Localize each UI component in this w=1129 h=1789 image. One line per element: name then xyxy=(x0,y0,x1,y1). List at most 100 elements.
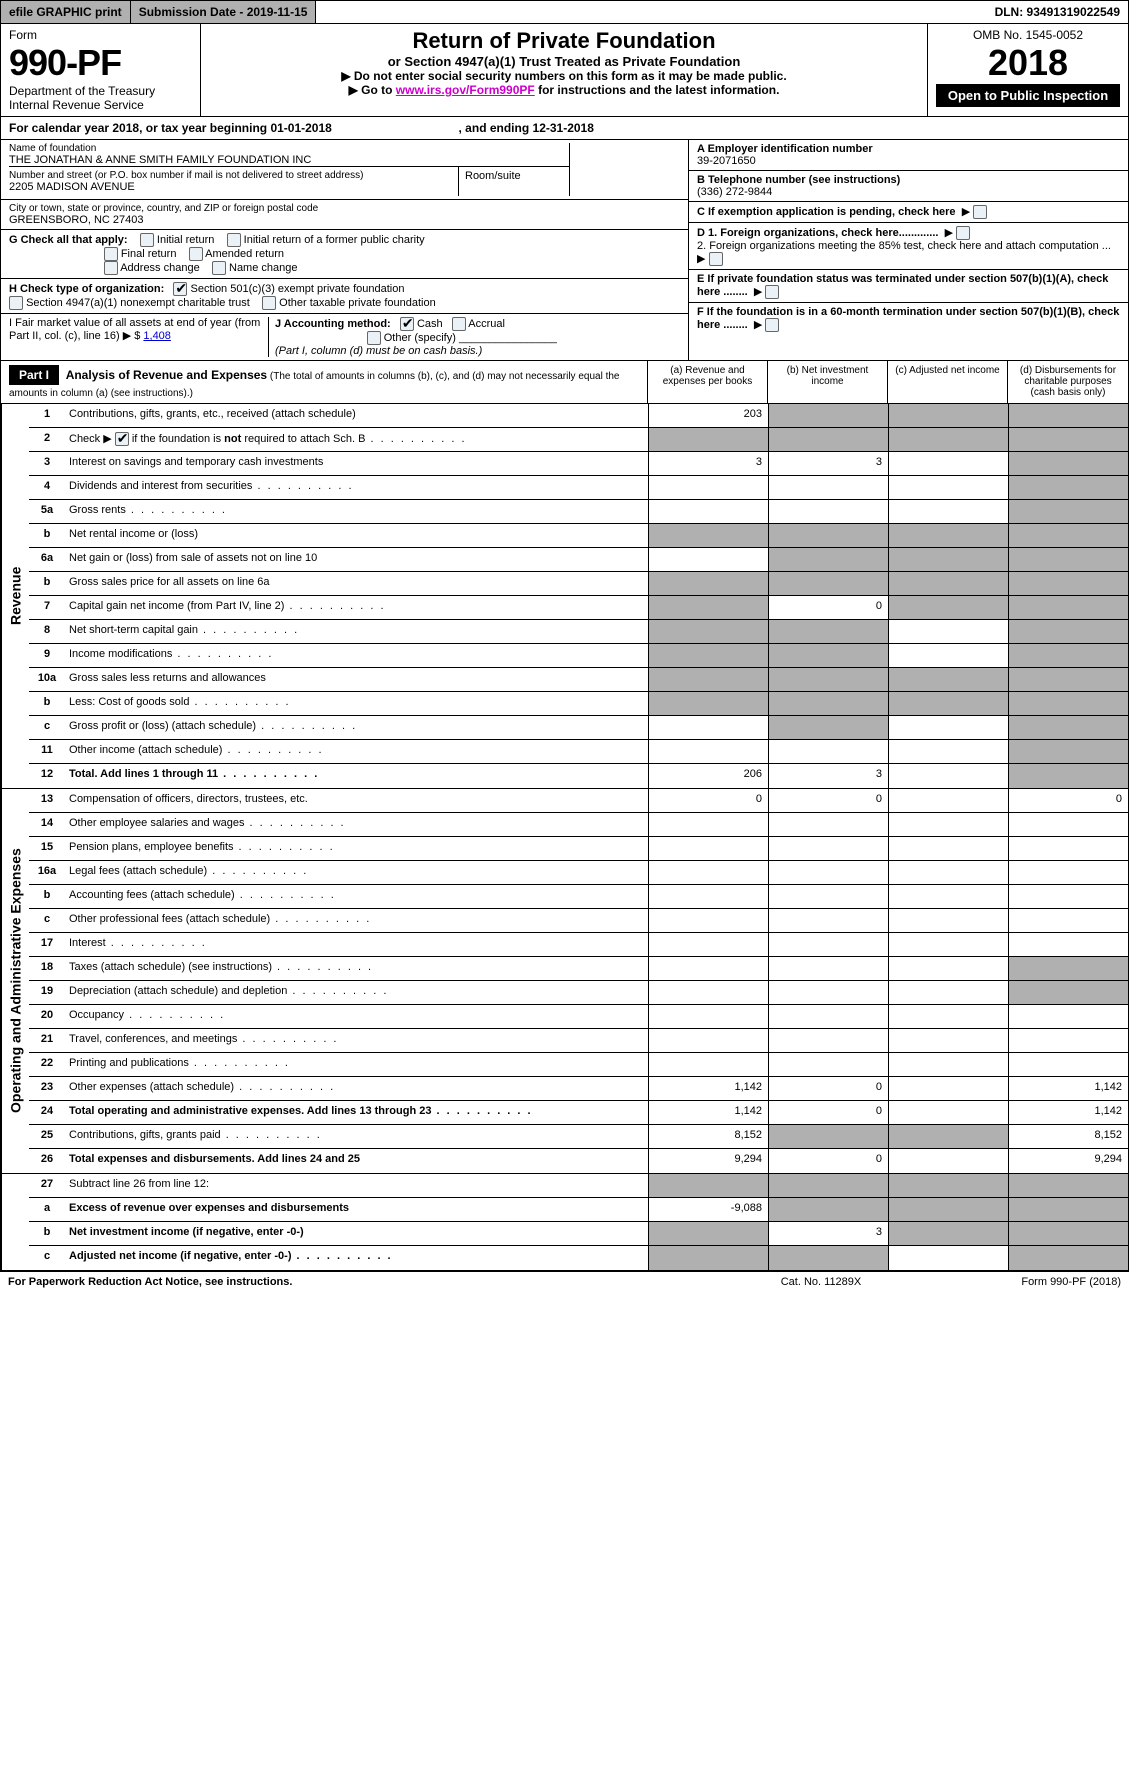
f-cell: F If the foundation is in a 60-month ter… xyxy=(689,303,1128,335)
revenue-side-label: Revenue xyxy=(1,404,29,788)
arrow-icon xyxy=(945,226,953,239)
final-return-checkbox[interactable] xyxy=(104,247,118,261)
col-b: 3 xyxy=(768,452,888,475)
h-label: H Check type of organization: xyxy=(9,283,164,295)
col-d-header: (d) Disbursements for charitable purpose… xyxy=(1008,361,1128,403)
d1-checkbox[interactable] xyxy=(956,226,970,240)
footer-right: Form 990-PF (2018) xyxy=(921,1276,1121,1288)
col-b xyxy=(768,476,888,499)
col-b xyxy=(768,500,888,523)
col-d xyxy=(1008,981,1128,1004)
col-d xyxy=(1008,692,1128,715)
col-c xyxy=(888,789,1008,812)
arrow-icon xyxy=(697,252,705,265)
accrual-checkbox[interactable] xyxy=(452,317,466,331)
col-c xyxy=(888,813,1008,836)
col-c xyxy=(888,1005,1008,1028)
col-c xyxy=(888,1198,1008,1221)
col-c xyxy=(888,668,1008,691)
col-d xyxy=(1008,476,1128,499)
col-b: 3 xyxy=(768,764,888,788)
col-d xyxy=(1008,740,1128,763)
line-desc: Compensation of officers, directors, tru… xyxy=(65,789,648,812)
col-a xyxy=(648,933,768,956)
col-a xyxy=(648,1174,768,1197)
line-desc: Legal fees (attach schedule) xyxy=(65,861,648,884)
col-d xyxy=(1008,452,1128,475)
d2-checkbox[interactable] xyxy=(709,252,723,266)
col-d: 1,142 xyxy=(1008,1101,1128,1124)
fmv-value[interactable]: 1,408 xyxy=(143,330,171,342)
line-no: 1 xyxy=(29,404,65,427)
arrow-icon xyxy=(962,205,970,218)
cash-checkbox[interactable] xyxy=(400,317,414,331)
calendar-year-line: For calendar year 2018, or tax year begi… xyxy=(0,117,1129,140)
d-cell: D 1. Foreign organizations, check here..… xyxy=(689,223,1128,270)
c-label: C If exemption application is pending, c… xyxy=(697,206,956,218)
col-d xyxy=(1008,596,1128,619)
form-label: Form xyxy=(9,28,192,42)
ein-label: A Employer identification number xyxy=(697,143,1120,155)
tel-label: B Telephone number (see instructions) xyxy=(697,174,1120,186)
col-b xyxy=(768,885,888,908)
initial-former-checkbox[interactable] xyxy=(227,233,241,247)
col-a xyxy=(648,981,768,1004)
col-b xyxy=(768,1029,888,1052)
4947-checkbox[interactable] xyxy=(9,296,23,310)
col-d xyxy=(1008,1246,1128,1270)
col-d xyxy=(1008,644,1128,667)
col-c xyxy=(888,1077,1008,1100)
page-footer: For Paperwork Reduction Act Notice, see … xyxy=(0,1271,1129,1292)
irs-link[interactable]: www.irs.gov/Form990PF xyxy=(396,83,535,97)
col-c xyxy=(888,500,1008,523)
col-b xyxy=(768,933,888,956)
name-change-checkbox[interactable] xyxy=(212,261,226,275)
info-grid: Name of foundation THE JONATHAN & ANNE S… xyxy=(0,140,1129,361)
g-opt2: Initial return of a former public charit… xyxy=(244,234,425,246)
col-c xyxy=(888,692,1008,715)
amended-return-checkbox[interactable] xyxy=(189,247,203,261)
col-a xyxy=(648,716,768,739)
line-desc: Net rental income or (loss) xyxy=(65,524,648,547)
col-c xyxy=(888,740,1008,763)
revenue-rows: 1Contributions, gifts, grants, etc., rec… xyxy=(29,404,1128,788)
blank-side xyxy=(1,1174,29,1270)
city-value: GREENSBORO, NC 27403 xyxy=(9,214,680,226)
submission-date: Submission Date - 2019-11-15 xyxy=(131,1,317,23)
e-checkbox[interactable] xyxy=(765,285,779,299)
instr-ssn: ▶ Do not enter social security numbers o… xyxy=(209,69,919,83)
expenses-section: Operating and Administrative Expenses 13… xyxy=(0,789,1129,1174)
line-desc: Net short-term capital gain xyxy=(65,620,648,643)
other-method-checkbox[interactable] xyxy=(367,331,381,345)
other-taxable-checkbox[interactable] xyxy=(262,296,276,310)
line-desc: Other professional fees (attach schedule… xyxy=(65,909,648,932)
col-c xyxy=(888,716,1008,739)
dept-line1: Department of the Treasury xyxy=(9,84,192,98)
col-c xyxy=(888,620,1008,643)
col-b xyxy=(768,957,888,980)
col-c xyxy=(888,885,1008,908)
address-change-checkbox[interactable] xyxy=(104,261,118,275)
col-c xyxy=(888,572,1008,595)
f-checkbox[interactable] xyxy=(765,318,779,332)
sch-b-checkbox[interactable] xyxy=(115,432,129,446)
line-desc: Excess of revenue over expenses and disb… xyxy=(65,1198,648,1221)
col-a xyxy=(648,1246,768,1270)
line-desc: Printing and publications xyxy=(65,1053,648,1076)
col-a xyxy=(648,500,768,523)
initial-return-checkbox[interactable] xyxy=(140,233,154,247)
instr-goto-pre: ▶ Go to xyxy=(349,83,396,97)
expenses-side-label: Operating and Administrative Expenses xyxy=(1,789,29,1173)
line-desc: Pension plans, employee benefits xyxy=(65,837,648,860)
col-c xyxy=(888,933,1008,956)
col-a xyxy=(648,1053,768,1076)
col-a xyxy=(648,885,768,908)
efile-print-button[interactable]: efile GRAPHIC print xyxy=(1,1,131,23)
col-a xyxy=(648,620,768,643)
name-label: Name of foundation xyxy=(9,143,569,154)
501c3-checkbox[interactable] xyxy=(173,282,187,296)
c-checkbox[interactable] xyxy=(973,205,987,219)
line-no: 12 xyxy=(29,764,65,788)
line-desc: Other expenses (attach schedule) xyxy=(65,1077,648,1100)
col-b xyxy=(768,837,888,860)
